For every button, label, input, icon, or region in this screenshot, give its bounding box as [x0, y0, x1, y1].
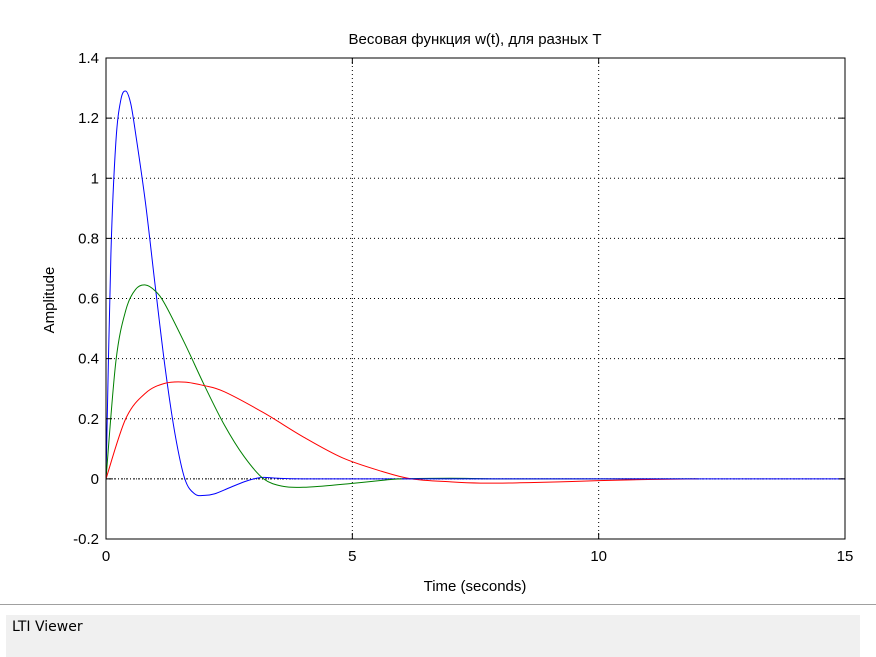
- y-tick-label: 1.2: [78, 110, 99, 127]
- x-tick-label: 15: [837, 548, 854, 565]
- x-axis-label: Time (seconds): [424, 578, 527, 595]
- y-tick-label: 0.6: [78, 291, 99, 308]
- y-tick-label: 0.2: [78, 411, 99, 428]
- y-tick-label: 0.8: [78, 230, 99, 247]
- x-tick-label: 0: [102, 548, 110, 565]
- plot-area[interactable]: [106, 58, 845, 539]
- grid: [106, 58, 845, 539]
- status-panel: LTI Viewer: [6, 615, 860, 657]
- series-line-1[interactable]: [105, 90, 402, 497]
- chart-title: Весовая функция w(t), для разных T: [349, 31, 602, 48]
- impulse-response-chart: 0 5 10 15-0.200.20.40.60.811.21.4 Весовая ф…: [41, 31, 853, 595]
- y-tick-label: 0: [91, 471, 99, 488]
- x-tick-label: 5: [348, 548, 356, 565]
- y-tick-label: 1: [91, 170, 99, 187]
- status-text: LTI Viewer: [12, 619, 83, 635]
- y-tick-label: 1.4: [78, 50, 99, 67]
- ticks: 0 5 10 15-0.200.20.40.60.811.21.4: [73, 50, 853, 565]
- series-line-3[interactable]: [105, 381, 698, 484]
- status-bar: LTI Viewer: [0, 604, 876, 657]
- y-tick-label: 0.4: [78, 351, 99, 368]
- series-line-2[interactable]: [105, 284, 698, 488]
- x-tick-label: 10: [590, 548, 607, 565]
- y-axis-label: Amplitude: [41, 267, 58, 334]
- series-layer: [105, 90, 845, 497]
- y-tick-label: -0.2: [73, 531, 99, 548]
